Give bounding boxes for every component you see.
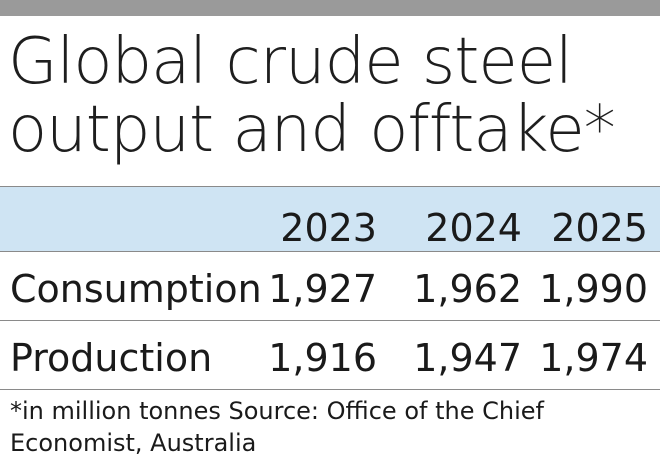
production-2024-value: 1,947 [413,336,522,380]
footnote-source: *in million tonnes Source: Office of the… [10,397,544,457]
table-header-row: 2023 2024 2025 [0,186,660,252]
column-header-2024: 2024 [425,206,522,250]
consumption-2023-value: 1,927 [268,267,377,311]
chart-title-line-1: Global crude steel [8,25,573,99]
table-row-production: Production 1,916 1,947 1,974 [0,321,660,390]
column-header-2025: 2025 [551,206,648,250]
column-header-2023: 2023 [280,206,377,250]
row-label-production: Production [10,336,213,380]
consumption-2025-value: 1,990 [539,267,648,311]
table-row-consumption: Consumption 1,927 1,962 1,990 [0,252,660,321]
production-2023-value: 1,916 [268,336,377,380]
row-label-consumption: Consumption [10,267,262,311]
production-2025-value: 1,974 [539,336,648,380]
data-table: 2023 2024 2025 Consumption 1,927 1,962 1… [0,186,660,390]
chart-title-line-2: output and offtake* [8,93,616,167]
chart-title: Global crude steel output and offtake* [8,28,648,164]
consumption-2024-value: 1,962 [413,267,522,311]
top-accent-bar [0,0,660,16]
